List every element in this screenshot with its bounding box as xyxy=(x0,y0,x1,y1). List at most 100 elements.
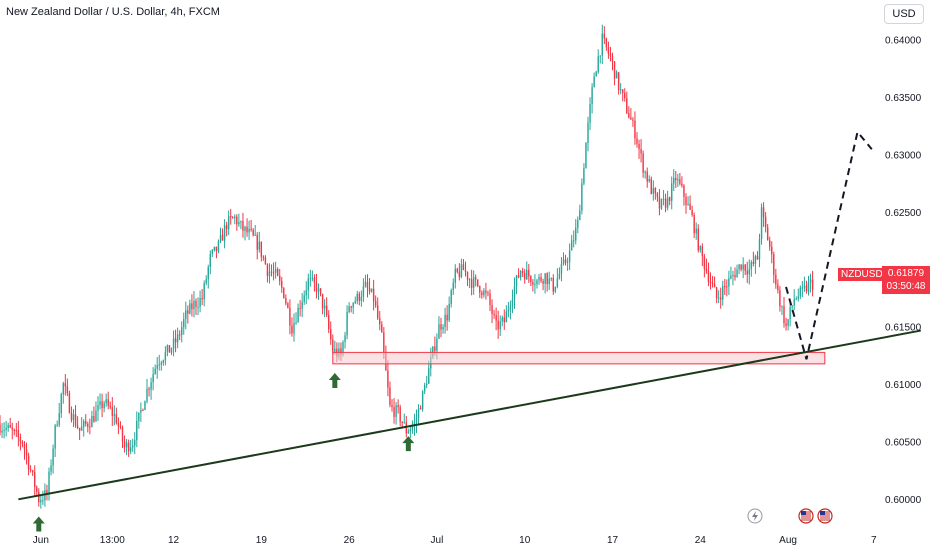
candle xyxy=(779,286,781,312)
candle-body xyxy=(607,47,610,54)
candle-body xyxy=(532,281,534,285)
candle-body xyxy=(803,285,806,288)
candle-body xyxy=(278,275,281,281)
candle-body xyxy=(160,362,163,365)
candle xyxy=(472,270,475,295)
candle-body xyxy=(201,298,203,300)
candle xyxy=(80,417,83,431)
candle-body xyxy=(538,277,540,281)
candle-body xyxy=(577,220,579,228)
candle xyxy=(303,290,305,305)
candle-body xyxy=(266,264,269,277)
candle-body xyxy=(752,262,755,264)
candle xyxy=(313,274,316,292)
candle-body xyxy=(750,262,753,270)
currency-button[interactable]: USD xyxy=(884,4,924,24)
candle-body xyxy=(360,296,363,301)
candle xyxy=(789,302,791,327)
candle xyxy=(734,267,736,281)
candle-body xyxy=(481,292,483,296)
candle-body xyxy=(364,281,367,287)
candle xyxy=(258,231,261,253)
candle-body xyxy=(176,334,179,343)
candle-body xyxy=(560,263,563,274)
candle-body xyxy=(370,288,373,292)
candle-body xyxy=(601,33,604,56)
candle-body xyxy=(33,472,36,488)
candle xyxy=(236,214,238,231)
bar-countdown: 03:50:48 xyxy=(886,281,926,292)
candle-body xyxy=(348,306,350,312)
candle-body xyxy=(425,383,428,386)
candle xyxy=(215,246,218,259)
candle xyxy=(538,274,540,285)
candle-body xyxy=(372,288,375,302)
candle-body xyxy=(317,288,320,292)
time-tick-label: Aug xyxy=(779,535,797,546)
up-arrow-icon xyxy=(328,373,341,389)
candle-body xyxy=(611,56,614,62)
candle-body xyxy=(556,278,559,287)
candle xyxy=(376,297,379,320)
candle xyxy=(395,402,397,425)
candle xyxy=(162,359,165,366)
candle xyxy=(579,204,581,221)
candle xyxy=(117,417,120,435)
candle-body xyxy=(111,407,114,416)
candle xyxy=(613,61,616,86)
candle xyxy=(148,386,150,397)
candle xyxy=(319,287,322,297)
candle xyxy=(262,255,265,261)
candle-body xyxy=(707,270,710,282)
candle xyxy=(419,405,422,410)
candle-body xyxy=(771,246,773,255)
candle xyxy=(189,299,191,315)
candle xyxy=(570,234,573,251)
candle xyxy=(581,178,583,215)
candle-body xyxy=(681,183,683,186)
candle xyxy=(648,175,650,183)
candle-body xyxy=(215,246,218,252)
candle xyxy=(550,277,552,282)
candle xyxy=(687,196,689,206)
candle-body xyxy=(546,273,548,285)
candle-body xyxy=(131,445,134,448)
candle xyxy=(360,290,363,307)
candle-body xyxy=(626,98,628,114)
candle-body xyxy=(411,426,414,430)
candle-body xyxy=(379,318,381,325)
candle xyxy=(493,309,495,319)
candle xyxy=(46,484,48,501)
candle xyxy=(166,344,169,357)
candle xyxy=(726,279,728,297)
candle-body xyxy=(464,270,467,273)
candle xyxy=(811,270,814,297)
candle xyxy=(25,442,28,465)
candle xyxy=(689,195,691,210)
candle-body xyxy=(354,301,356,304)
candle-body xyxy=(764,216,767,228)
candle xyxy=(552,274,555,295)
candle xyxy=(521,267,524,277)
candle-body xyxy=(125,442,128,448)
candle xyxy=(93,406,95,423)
candle xyxy=(530,275,532,287)
candle-body xyxy=(93,416,95,422)
candle xyxy=(370,288,373,293)
candle xyxy=(456,267,459,274)
candle xyxy=(585,142,587,169)
candle-body xyxy=(193,300,195,310)
candle xyxy=(746,261,748,284)
candle-body xyxy=(134,440,136,446)
candle-body xyxy=(127,442,130,452)
candle xyxy=(105,393,107,407)
price-tick-label: 0.60000 xyxy=(885,495,922,506)
candle xyxy=(497,310,499,339)
candle-body xyxy=(462,264,465,271)
candle xyxy=(601,24,604,65)
candle-body xyxy=(397,405,399,408)
candle xyxy=(58,403,60,428)
candle-body xyxy=(381,324,383,333)
candle xyxy=(768,236,771,251)
